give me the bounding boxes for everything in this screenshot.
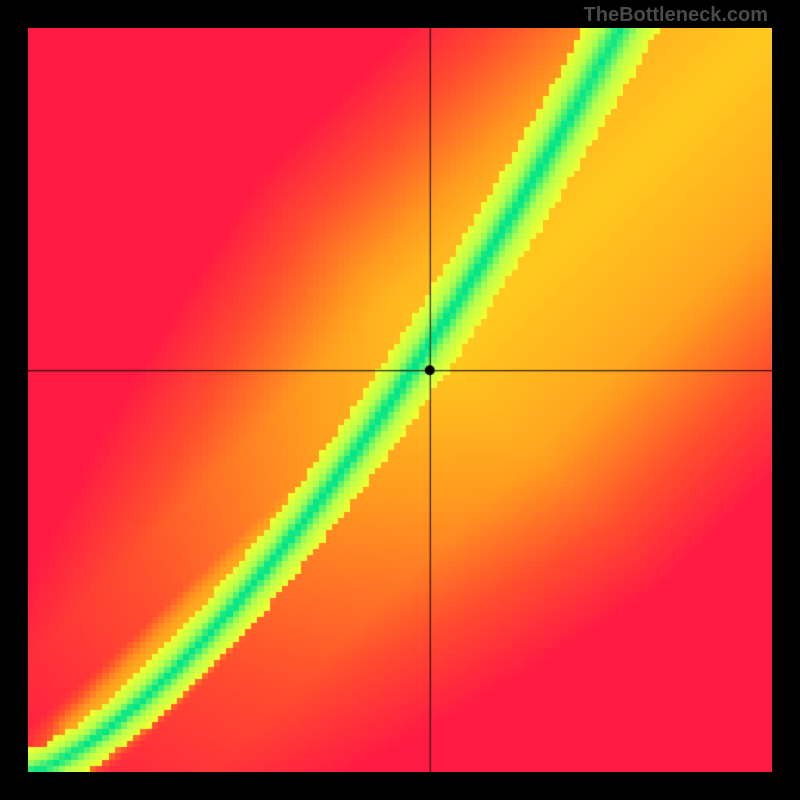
chart-container: TheBottleneck.com xyxy=(0,0,800,800)
heatmap-canvas xyxy=(28,28,772,772)
heatmap-plot xyxy=(28,28,772,772)
watermark-text: TheBottleneck.com xyxy=(584,4,768,27)
